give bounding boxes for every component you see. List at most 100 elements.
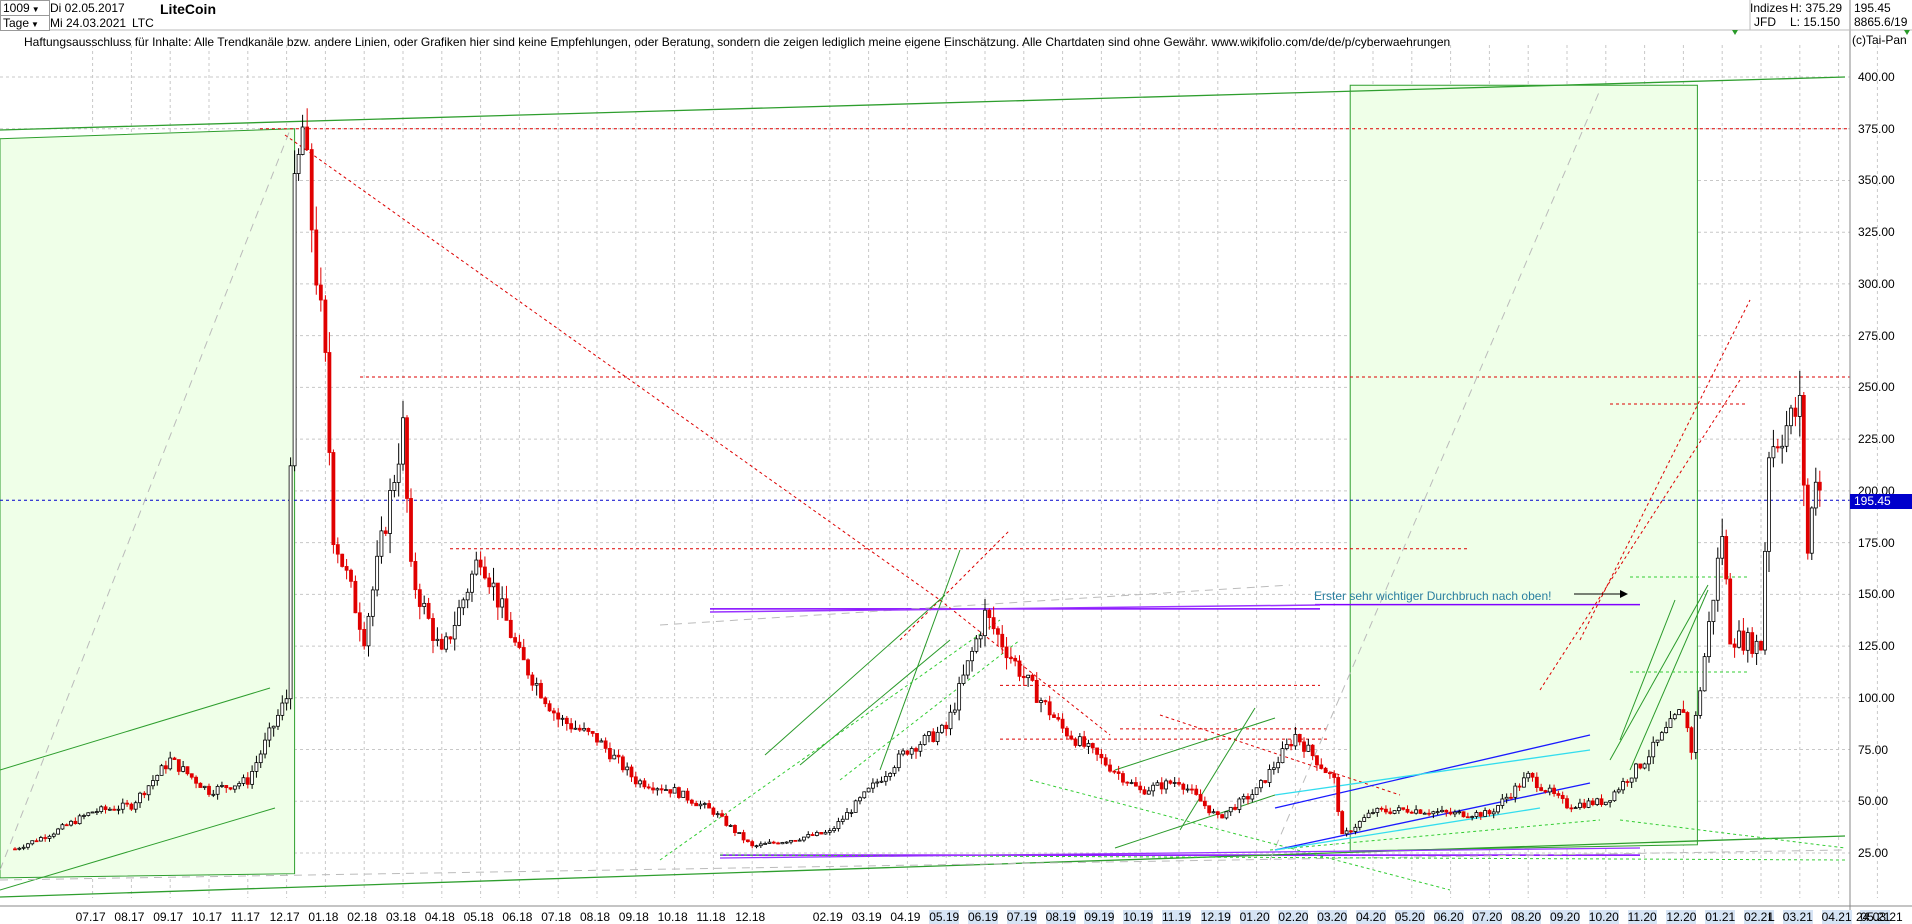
trend-line xyxy=(659,584,1291,626)
candle-body xyxy=(1073,738,1078,746)
trend-line xyxy=(1539,379,1741,691)
candle-body xyxy=(211,793,216,796)
info-version: 8865.6/19 xyxy=(1854,15,1908,29)
candle-body xyxy=(224,785,229,789)
x-tick-label: 04.18 xyxy=(424,910,455,924)
candle-body xyxy=(659,788,664,791)
candle-body xyxy=(280,702,285,716)
x-tick-label: 04.19 xyxy=(890,910,921,924)
candle-body xyxy=(1629,777,1634,783)
candle-body xyxy=(595,733,599,743)
y-tick-label: 275.00 xyxy=(1858,328,1895,343)
candle-body xyxy=(250,770,255,785)
candle-body xyxy=(1440,809,1444,813)
candle-body xyxy=(702,803,707,805)
x-tick-label: 05.20 xyxy=(1394,910,1425,924)
candle-body xyxy=(478,559,483,568)
candle-body xyxy=(1392,810,1397,814)
candle-body xyxy=(1707,621,1711,658)
candle-body xyxy=(655,788,660,791)
candle-body xyxy=(1220,814,1225,819)
candle-body xyxy=(1228,806,1233,813)
candle-body xyxy=(1190,788,1194,791)
candle-body xyxy=(978,635,983,640)
candle-body xyxy=(603,740,608,749)
candle-body xyxy=(840,818,845,822)
candle-body xyxy=(1534,776,1539,788)
candle-body xyxy=(651,787,655,791)
candle-body xyxy=(1388,811,1393,814)
candle-body xyxy=(1224,811,1229,819)
candle-body xyxy=(1396,807,1401,811)
candle-body xyxy=(1715,557,1720,601)
trend-line xyxy=(1179,707,1256,831)
candles xyxy=(13,108,1822,851)
candle-body xyxy=(573,727,578,730)
candle-body xyxy=(181,766,186,772)
candle-body xyxy=(638,780,643,785)
info-indizes: Indizes xyxy=(1750,1,1789,15)
candle-body xyxy=(1702,656,1707,692)
candle-body xyxy=(827,830,832,833)
candle-body xyxy=(1496,805,1500,813)
candle-body xyxy=(465,591,470,601)
trend-line xyxy=(799,639,951,766)
y-tick-label: 300.00 xyxy=(1858,276,1895,291)
candle-body xyxy=(1737,630,1741,648)
candle-body xyxy=(491,582,496,588)
candle-body xyxy=(1280,748,1285,764)
trend-line xyxy=(0,807,276,891)
y-tick-label: 50.00 xyxy=(1858,794,1889,809)
y-tick-label: 350.00 xyxy=(1858,173,1895,188)
candle-body xyxy=(90,811,95,814)
candle-body xyxy=(935,731,940,742)
x-tick-label: 05.18 xyxy=(463,910,494,924)
candle-body xyxy=(1315,755,1319,766)
candle-body xyxy=(1797,395,1802,417)
candle-body xyxy=(296,154,301,174)
candle-body xyxy=(1789,407,1793,427)
y-tick-label: 75.00 xyxy=(1858,742,1889,757)
candle-body xyxy=(1634,763,1638,779)
candle-body xyxy=(194,776,198,784)
count-select[interactable]: 1009 ▼ xyxy=(0,0,50,16)
candle-body xyxy=(504,598,509,621)
candle-body xyxy=(737,832,742,834)
candle-body xyxy=(1133,782,1138,787)
candle-body xyxy=(711,807,716,815)
candle-body xyxy=(288,465,293,700)
candle-body xyxy=(1142,789,1147,795)
candle-body xyxy=(556,712,561,720)
candle-body xyxy=(1254,787,1259,795)
x-tick-label: 02.18 xyxy=(347,910,378,924)
candle-body xyxy=(349,569,353,582)
candle-body xyxy=(439,638,444,650)
candle-body xyxy=(1125,781,1130,784)
candle-body xyxy=(155,774,160,781)
candle-body xyxy=(1672,714,1677,720)
candle-body xyxy=(1809,507,1814,554)
candle-body xyxy=(1427,812,1431,815)
candle-body xyxy=(1241,796,1246,800)
info-jfd: JFD xyxy=(1754,15,1776,29)
x-tick-label: 08.20 xyxy=(1511,910,1542,924)
candle-body xyxy=(1099,753,1104,759)
candle-body xyxy=(806,834,811,838)
candle-body xyxy=(1720,536,1725,559)
x-tick-label: 01.18 xyxy=(308,910,339,924)
candle-body xyxy=(733,825,737,834)
candle-body xyxy=(1409,811,1414,814)
trend-line xyxy=(1274,734,1591,809)
x-tick-label: 10.18 xyxy=(657,910,688,924)
x-tick-label: 10.20 xyxy=(1588,910,1619,924)
candle-body xyxy=(590,731,595,734)
period-select[interactable]: Tage ▼ xyxy=(0,15,50,31)
candle-body xyxy=(1521,777,1526,788)
candle-body xyxy=(159,765,164,776)
candle-body xyxy=(1647,756,1651,765)
candle-body xyxy=(513,637,517,643)
candle-body xyxy=(323,299,328,353)
candle-body xyxy=(797,839,802,842)
trend-line xyxy=(764,594,946,756)
